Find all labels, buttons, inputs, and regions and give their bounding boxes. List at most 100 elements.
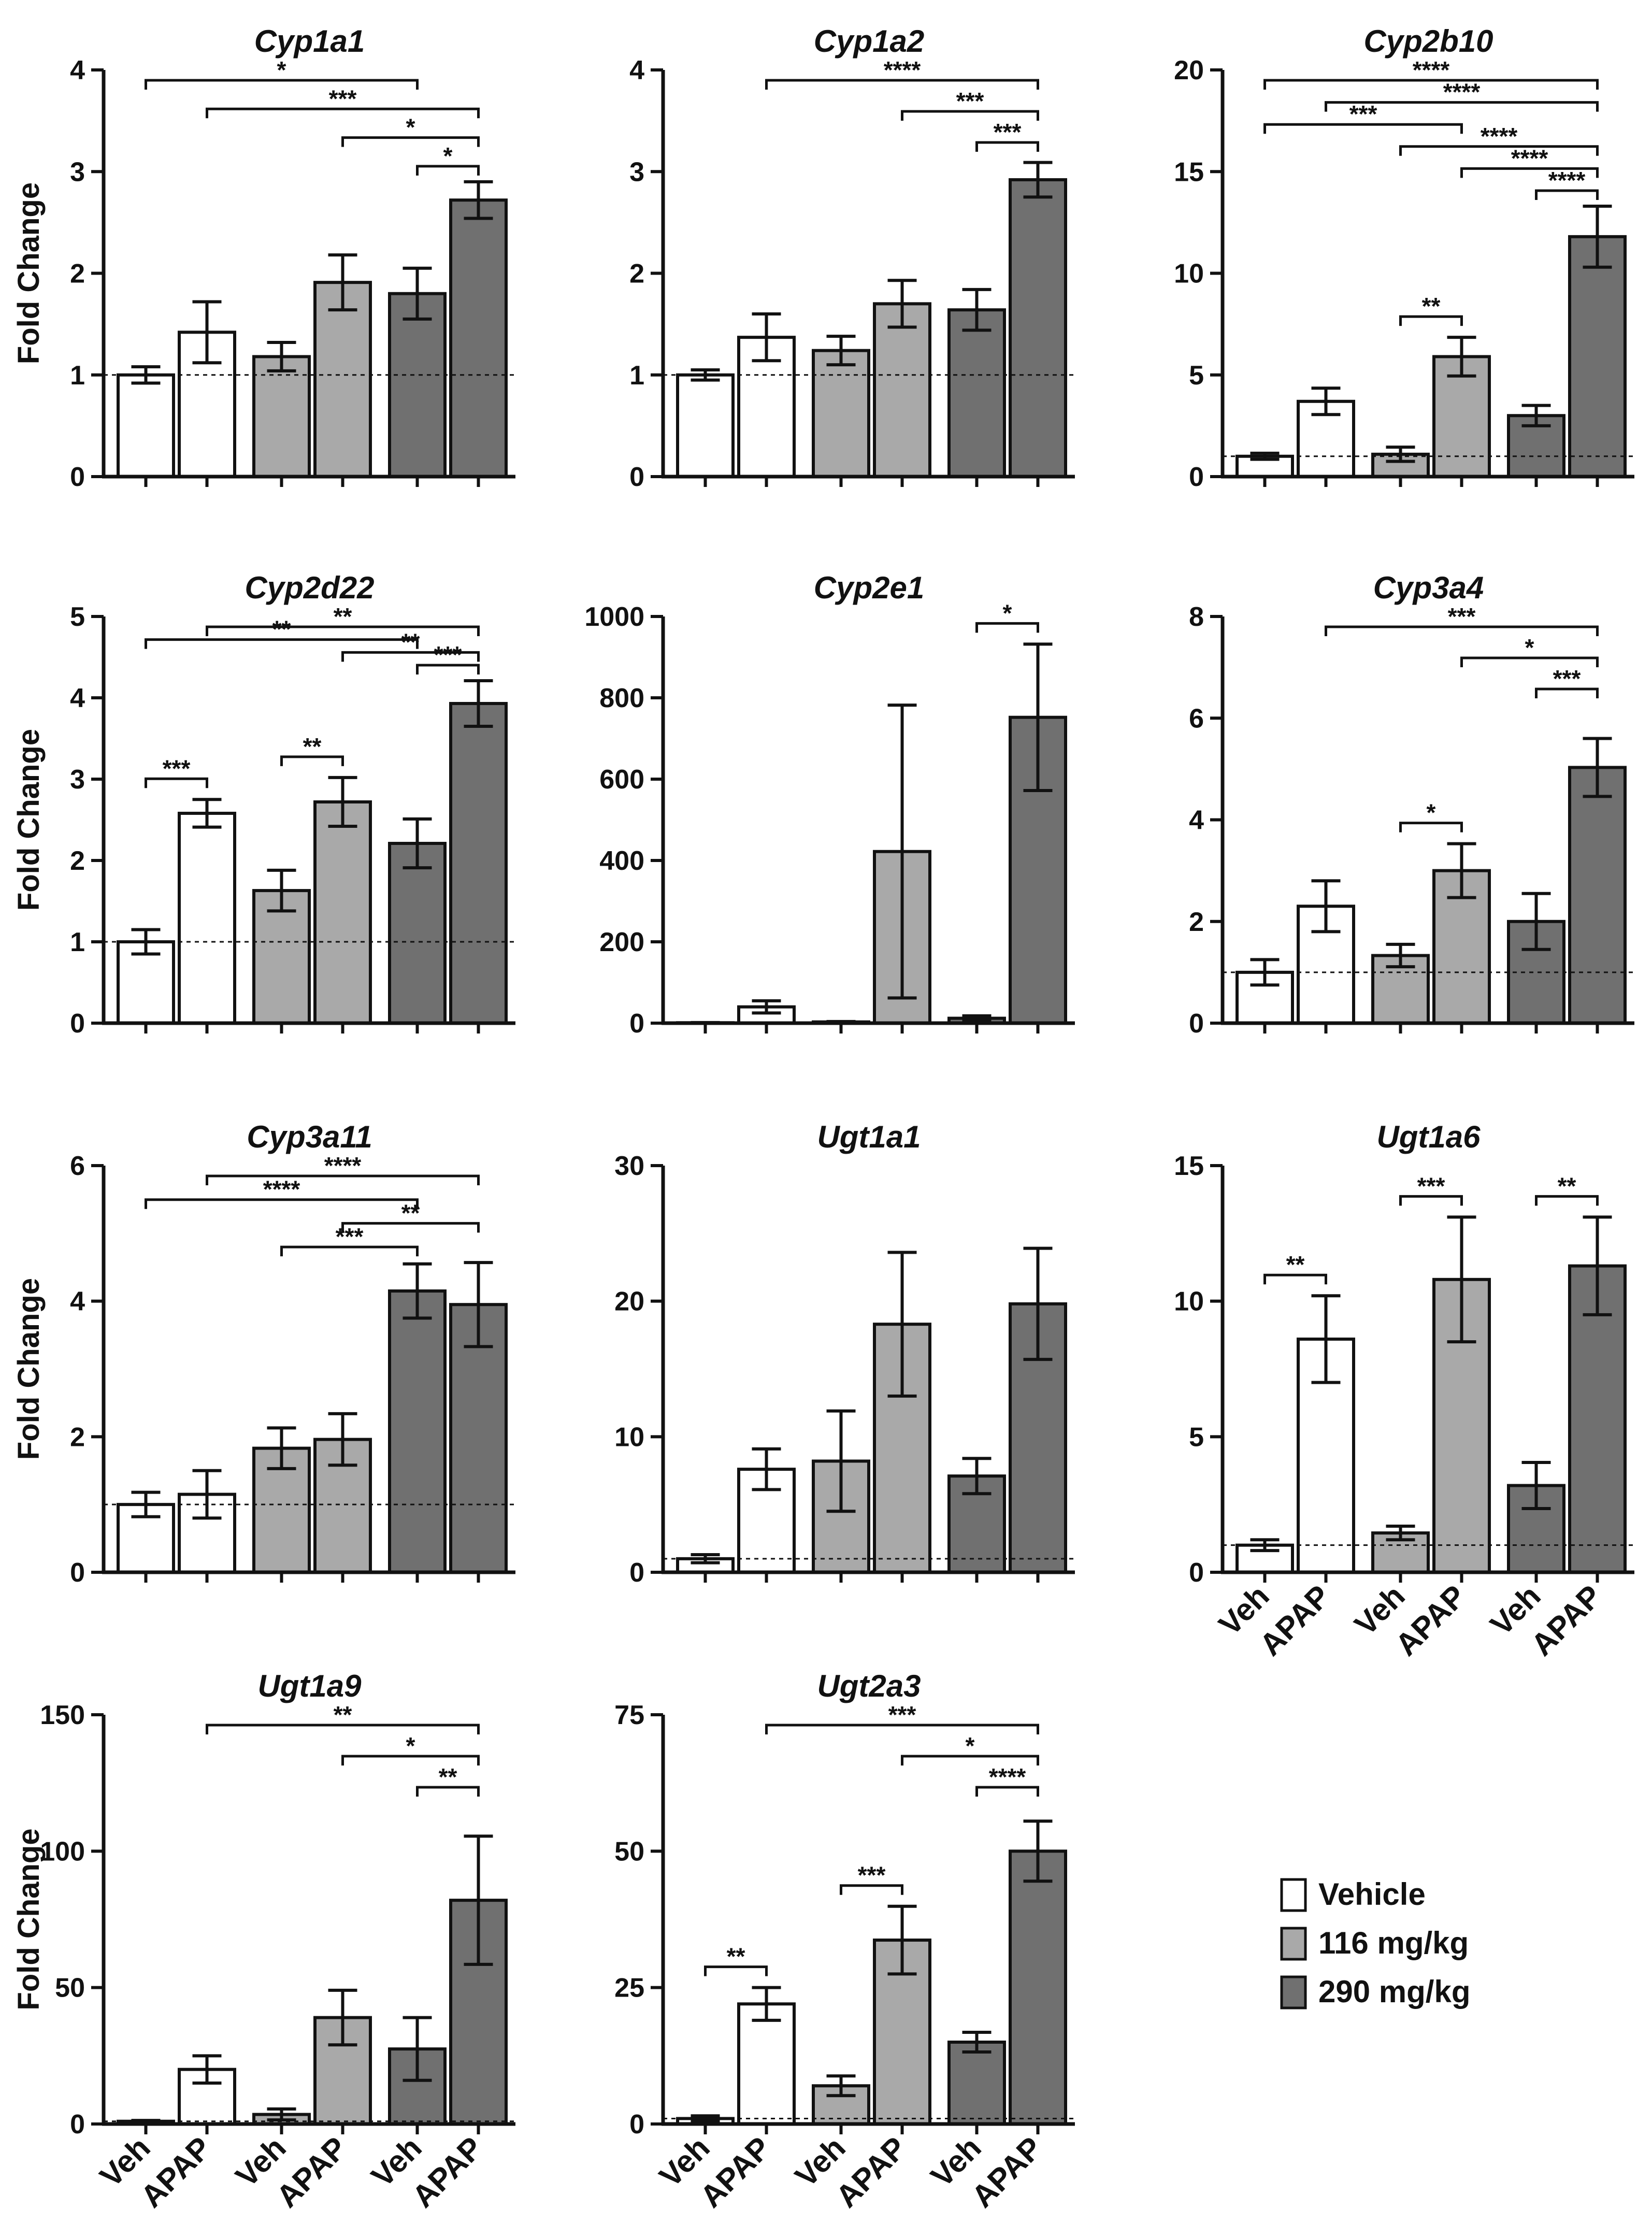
y-tick-label: 2 bbox=[629, 259, 644, 289]
significance-label: *** bbox=[858, 1862, 886, 1889]
error-bar-4 bbox=[1447, 1215, 1476, 1344]
y-tick-label: 2 bbox=[70, 846, 85, 876]
y-tick-label: 25 bbox=[614, 1973, 644, 2003]
y-tick-label: 3 bbox=[629, 157, 644, 187]
error-bar-5 bbox=[962, 2031, 992, 2054]
chart-ugt1a1: Ugt1a1 0 10 20 30 bbox=[614, 1120, 1075, 1588]
chart-title: Ugt1a9 bbox=[257, 1669, 362, 1703]
y-axis-label: Fold Change bbox=[12, 182, 46, 364]
error-bar-6 bbox=[464, 1261, 493, 1348]
error-bar-4 bbox=[887, 279, 917, 329]
significance-label: *** bbox=[888, 1701, 916, 1728]
significance-label: * bbox=[1525, 634, 1534, 661]
y-tick-label: 5 bbox=[1189, 361, 1204, 391]
error-bar-6 bbox=[1583, 737, 1612, 798]
y-tick-label: 0 bbox=[629, 2109, 644, 2140]
bar-2 bbox=[178, 811, 236, 1025]
chart-title: Cyp2e1 bbox=[814, 570, 924, 605]
error-bar-5 bbox=[962, 288, 992, 332]
y-tick-label: 4 bbox=[629, 55, 644, 85]
significance-label: ** bbox=[303, 733, 322, 760]
significance-bracket: *** bbox=[280, 1223, 419, 1257]
error-bar-2 bbox=[192, 1469, 222, 1520]
y-tick-label: 2 bbox=[70, 1422, 85, 1452]
significance-bracket: *** bbox=[416, 641, 480, 675]
error-bar-3 bbox=[267, 2107, 296, 2122]
significance-label: *** bbox=[163, 755, 191, 782]
significance-label: *** bbox=[1349, 101, 1377, 127]
significance-bracket: **** bbox=[206, 1152, 480, 1185]
chart-title: Cyp2d22 bbox=[245, 570, 374, 605]
error-bar-3 bbox=[826, 1409, 856, 1513]
significance-bracket: *** bbox=[1399, 1172, 1463, 1206]
significance-label: **** bbox=[1511, 145, 1548, 171]
legend-label-290: 290 mg/kg bbox=[1318, 1974, 1470, 2009]
error-bar-3 bbox=[1386, 942, 1415, 969]
bar-6 bbox=[1568, 1264, 1627, 1574]
error-bar-4 bbox=[887, 1251, 917, 1398]
y-tick-label: 20 bbox=[614, 1287, 644, 1317]
y-tick-label: 8 bbox=[1189, 602, 1204, 632]
significance-label: *** bbox=[1553, 665, 1581, 692]
y-tick-label: 200 bbox=[599, 927, 644, 957]
bar-5 bbox=[388, 292, 447, 478]
significance-bracket: **** bbox=[1535, 167, 1599, 200]
y-tick-label: 1 bbox=[70, 361, 85, 391]
y-tick-label: 4 bbox=[70, 55, 85, 85]
y-tick-label: 4 bbox=[1189, 806, 1204, 836]
chart-title: Ugt1a1 bbox=[817, 1120, 921, 1154]
y-tick-label: 0 bbox=[70, 2109, 85, 2140]
bar-6 bbox=[449, 198, 508, 478]
significance-bracket: *** bbox=[206, 85, 480, 119]
y-tick-label: 5 bbox=[1189, 1422, 1204, 1452]
significance-bracket: **** bbox=[1263, 56, 1599, 90]
error-bar-5 bbox=[403, 2016, 432, 2082]
error-bar-6 bbox=[1583, 1215, 1612, 1316]
significance-label: ** bbox=[1286, 1251, 1305, 1278]
bar-6 bbox=[1009, 178, 1067, 478]
significance-bracket: **** bbox=[765, 56, 1039, 90]
bar-6 bbox=[449, 1303, 508, 1574]
error-bar-6 bbox=[464, 180, 493, 220]
legend-label-vehicle: Vehicle bbox=[1318, 1877, 1426, 1912]
error-bar-5 bbox=[403, 817, 432, 870]
significance-bracket: ** bbox=[145, 616, 419, 649]
y-tick-label: 50 bbox=[614, 1836, 644, 1867]
error-bar-2 bbox=[752, 999, 781, 1015]
y-tick-label: 1 bbox=[70, 927, 85, 957]
y-axis-label: Fold Change bbox=[12, 1278, 46, 1460]
error-bar-5 bbox=[1521, 892, 1551, 951]
error-bar-6 bbox=[464, 1834, 493, 1966]
y-tick-label: 3 bbox=[70, 765, 85, 795]
chart-title: Cyp2b10 bbox=[1363, 24, 1493, 59]
error-bar-2 bbox=[1311, 879, 1341, 934]
y-tick-label: 0 bbox=[70, 462, 85, 492]
significance-label: *** bbox=[956, 88, 984, 114]
error-bar-3 bbox=[267, 868, 296, 913]
significance-bracket: *** bbox=[765, 1701, 1039, 1734]
significance-bracket: ** bbox=[206, 603, 480, 636]
significance-label: * bbox=[406, 1732, 415, 1759]
significance-bracket: ** bbox=[341, 628, 480, 662]
bar-5 bbox=[947, 2041, 1006, 2126]
y-tick-label: 30 bbox=[614, 1151, 644, 1181]
significance-label: * bbox=[1427, 799, 1436, 826]
y-tick-label: 0 bbox=[1189, 1009, 1204, 1039]
y-tick-label: 10 bbox=[1174, 1287, 1204, 1317]
error-bar-6 bbox=[1023, 642, 1053, 792]
error-bar-3 bbox=[826, 335, 856, 367]
y-tick-label: 0 bbox=[629, 462, 644, 492]
significance-bracket: ** bbox=[1263, 1251, 1327, 1285]
significance-label: * bbox=[966, 1732, 975, 1759]
x-tick-label: APAP bbox=[270, 2130, 354, 2214]
significance-bracket: *** bbox=[975, 119, 1039, 152]
error-bar-2 bbox=[192, 2054, 222, 2085]
significance-bracket: ** bbox=[704, 1943, 768, 1976]
significance-label: *** bbox=[1417, 1172, 1445, 1199]
y-tick-label: 600 bbox=[599, 765, 644, 795]
significance-bracket: * bbox=[341, 114, 480, 147]
